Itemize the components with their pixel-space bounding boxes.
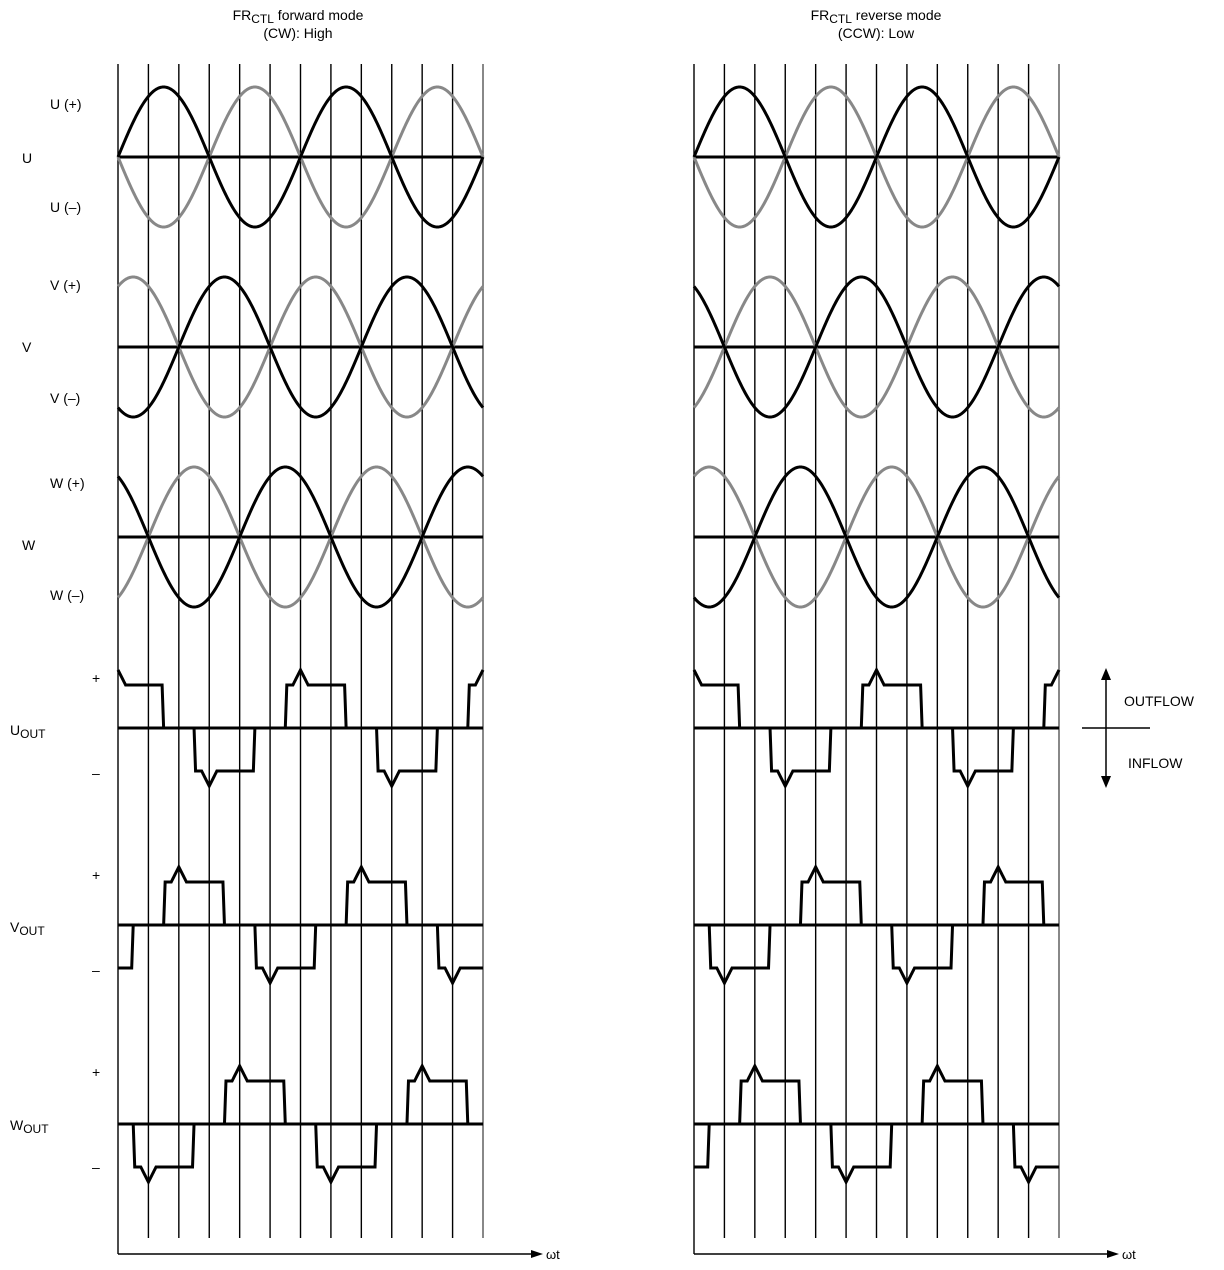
label-vout-plus: + <box>92 867 100 883</box>
label-w: W <box>22 537 36 553</box>
forward-mode-panel: ωt0180360540720 <box>116 64 560 1262</box>
forward-vout-wave <box>118 863 483 987</box>
forward-u-plus-wave <box>116 85 485 229</box>
label-uout-plus: + <box>92 670 100 686</box>
label-u-plus: U (+) <box>50 96 82 112</box>
forward-w-plus-wave <box>116 465 485 609</box>
forward-title-line1: FRCTL forward mode <box>233 7 364 26</box>
forward-wout-wave <box>118 1062 483 1186</box>
label-w-plus: W (+) <box>50 475 85 491</box>
label-uout-minus: – <box>92 765 100 781</box>
reverse-uout-wave <box>692 666 1061 790</box>
reverse-vout-wave <box>694 863 1059 987</box>
reverse-time-axis-label: ωt <box>1122 1247 1136 1262</box>
label-vout-minus: – <box>92 962 100 978</box>
label-uout: UOUT <box>10 722 46 741</box>
inflow-label: INFLOW <box>1128 755 1183 771</box>
label-w-minus: W (–) <box>50 587 84 603</box>
reverse-title-line1: FRCTL reverse mode <box>811 7 942 26</box>
outflow-label: OUTFLOW <box>1124 693 1195 709</box>
reverse-mode-panel: ωt0180360540720 <box>692 64 1136 1262</box>
label-wout: WOUT <box>10 1117 49 1136</box>
label-u-minus: U (–) <box>50 199 81 215</box>
reverse-w-plus-wave <box>692 465 1061 609</box>
label-v: V <box>22 339 32 355</box>
label-v-plus: V (+) <box>50 277 81 293</box>
label-u: U <box>22 150 32 166</box>
reverse-v-plus-wave <box>692 275 1061 419</box>
forward-v-plus-wave <box>116 275 485 419</box>
label-wout-plus: + <box>92 1064 100 1080</box>
label-v-minus: V (–) <box>50 390 80 406</box>
label-wout-minus: – <box>92 1159 100 1175</box>
reverse-title-line2: (CCW): Low <box>838 25 915 41</box>
label-vout: VOUT <box>10 919 45 938</box>
reverse-time-axis-arrowhead <box>1107 1250 1119 1258</box>
inflow-arrow-head <box>1101 776 1111 788</box>
forward-title-line2: (CW): High <box>263 25 332 41</box>
forward-time-axis-arrowhead <box>531 1250 543 1258</box>
current-direction-legend <box>1082 668 1150 788</box>
forward-time-axis-label: ωt <box>546 1247 560 1262</box>
reverse-u-plus-wave <box>692 85 1061 229</box>
forward-uout-wave <box>116 666 485 790</box>
outflow-arrow-head <box>1101 668 1111 680</box>
reverse-wout-wave <box>694 1062 1059 1186</box>
